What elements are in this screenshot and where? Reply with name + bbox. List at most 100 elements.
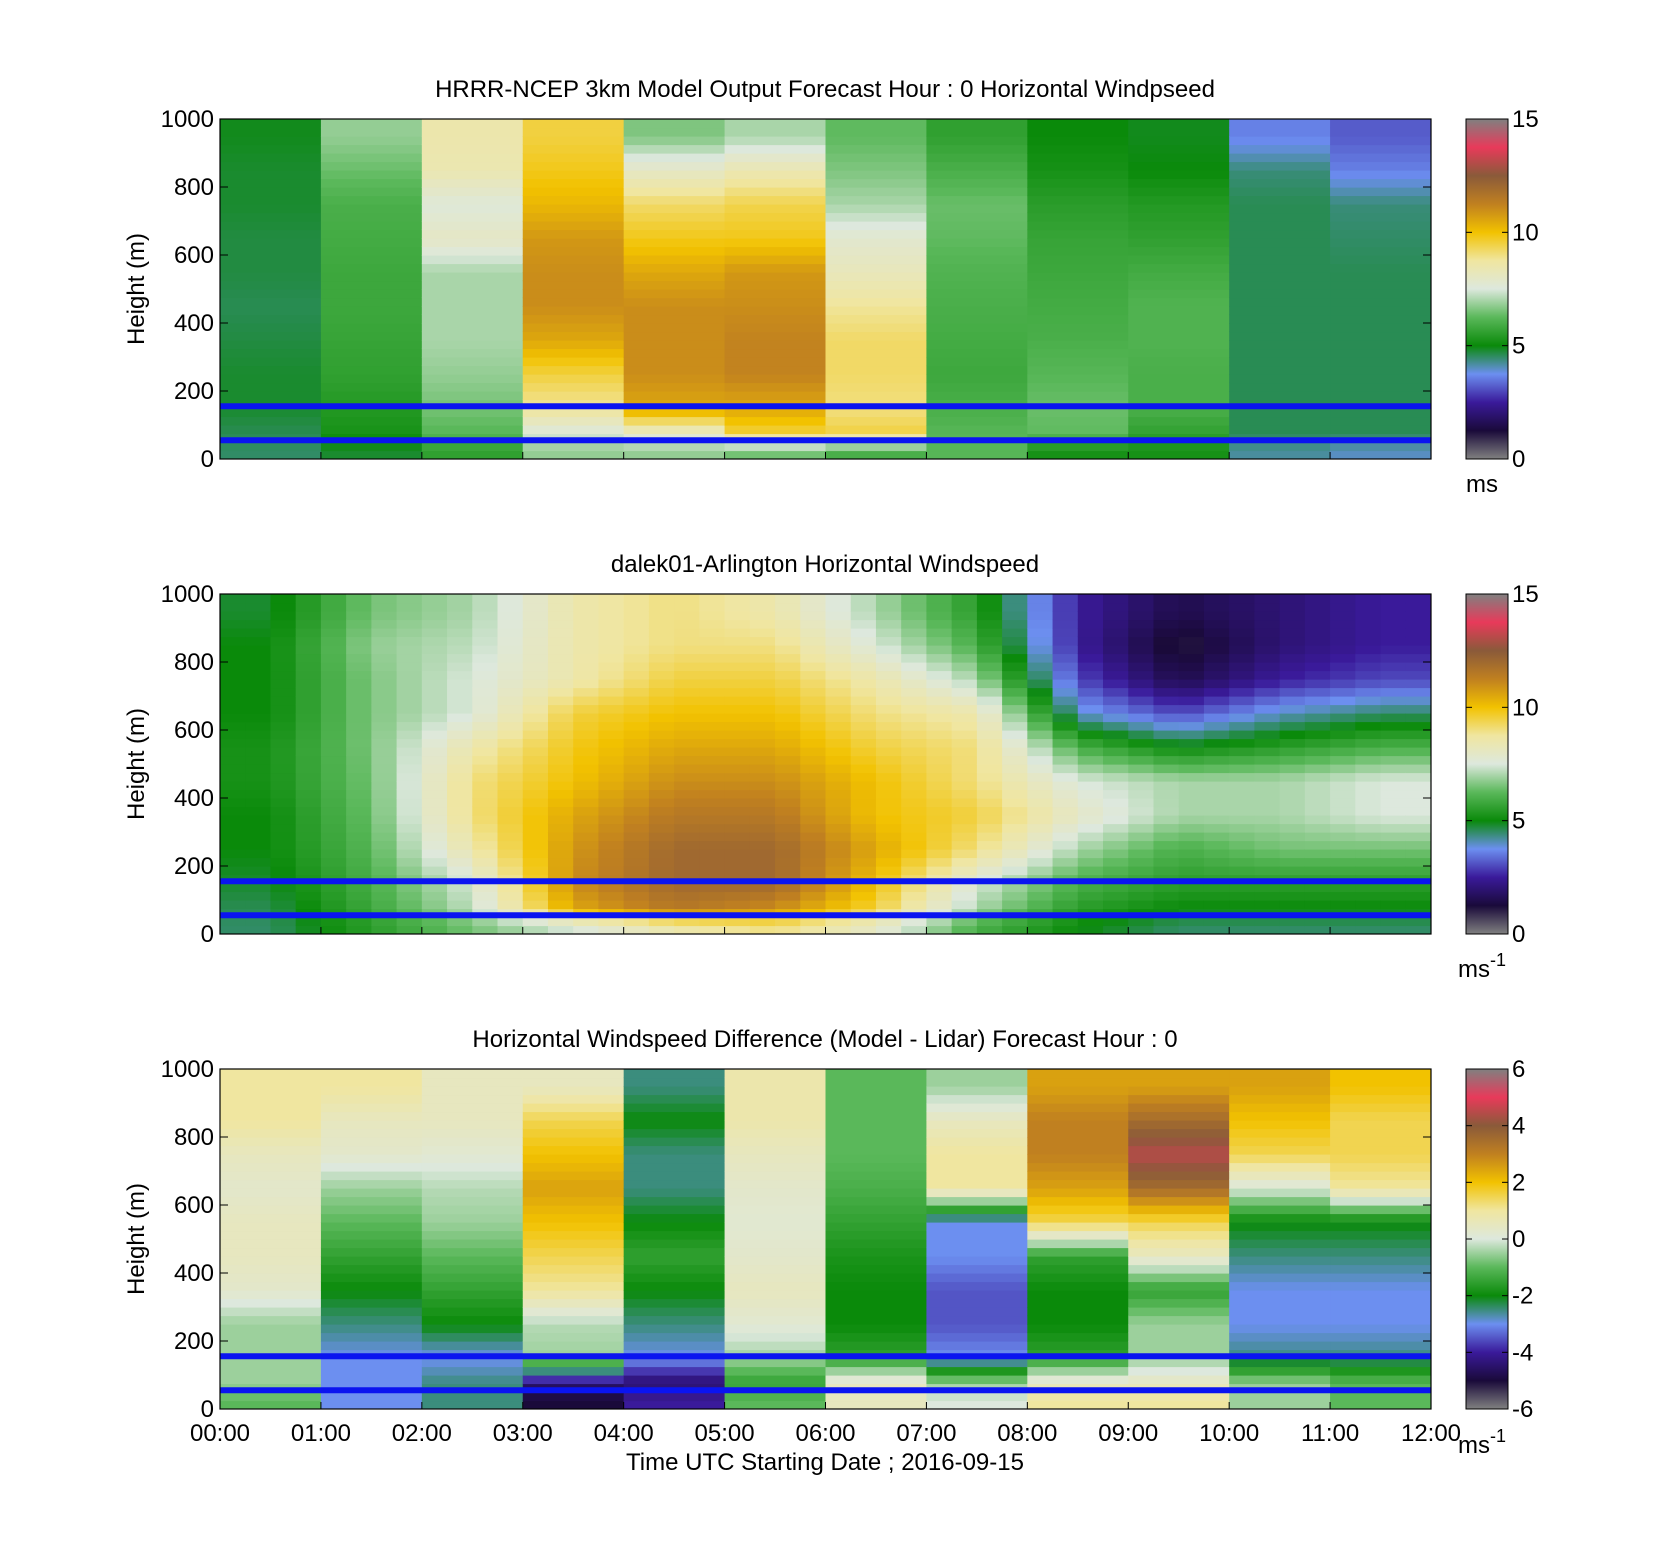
panel-difference-cell bbox=[1128, 1086, 1230, 1096]
panel-lidar-cell bbox=[522, 679, 549, 689]
panel-difference-cell bbox=[1229, 1230, 1331, 1240]
panel-model-cell bbox=[623, 238, 726, 248]
panel-lidar-cell bbox=[775, 611, 801, 621]
panel-lidar-cell bbox=[1229, 679, 1255, 689]
panel-lidar-cell bbox=[1380, 781, 1407, 791]
panel-lidar-cell bbox=[1052, 730, 1079, 740]
panel-lidar-cell bbox=[1002, 832, 1028, 842]
panel-difference-cell bbox=[522, 1273, 625, 1283]
panel-model-cell bbox=[220, 382, 322, 392]
panel-model-cell bbox=[926, 306, 1028, 316]
panel-lidar-cell bbox=[1229, 925, 1255, 934]
panel-lidar-cell bbox=[447, 781, 473, 791]
panel-lidar-cell bbox=[1203, 713, 1230, 723]
panel-difference-cell bbox=[320, 1281, 423, 1291]
panel-lidar-cell bbox=[926, 738, 953, 748]
panel-lidar-cell bbox=[623, 730, 650, 740]
panel-model-cell bbox=[724, 212, 827, 222]
panel-model-cell bbox=[724, 187, 827, 197]
panel-lidar-cell bbox=[295, 645, 322, 655]
panel-lidar-cell bbox=[421, 653, 448, 663]
panel-lidar-cell bbox=[724, 645, 751, 655]
panel-lidar-cell bbox=[522, 823, 549, 833]
panel-lidar-cell bbox=[1254, 611, 1281, 621]
panel-difference-cell bbox=[522, 1324, 625, 1334]
panel-lidar-cell bbox=[648, 670, 675, 680]
panel-difference-cell bbox=[320, 1341, 423, 1351]
panel-lidar-cell bbox=[1380, 704, 1407, 714]
panel-model-cell bbox=[1128, 144, 1230, 154]
panel-lidar-cell bbox=[1304, 798, 1331, 808]
panel-lidar-cell bbox=[1304, 917, 1331, 927]
panel-lidar-cell bbox=[674, 815, 700, 825]
panel-lidar-cell bbox=[749, 747, 776, 757]
panel-lidar-cell bbox=[1203, 806, 1230, 816]
panel-lidar-cell bbox=[1128, 866, 1155, 876]
panel-lidar-cell bbox=[623, 823, 650, 833]
panel-lidar-cell bbox=[699, 891, 726, 901]
panel-lidar-cell bbox=[497, 815, 524, 825]
panel-lidar-cell bbox=[901, 738, 928, 748]
panel-lidar-cell bbox=[295, 611, 322, 621]
panel-lidar-cell bbox=[674, 781, 700, 791]
panel-lidar-cell bbox=[1405, 857, 1431, 867]
panel-model-cell bbox=[1330, 391, 1431, 401]
panel-model-cell bbox=[724, 340, 827, 350]
panel-lidar-cell bbox=[522, 891, 549, 901]
panel-model-cell bbox=[220, 450, 322, 459]
panel-difference-cell bbox=[1229, 1281, 1331, 1291]
panel-model-cell bbox=[1027, 238, 1129, 248]
panel-model-cell bbox=[1229, 297, 1331, 307]
panel-lidar-cell bbox=[1380, 747, 1407, 757]
panel-lidar-cell bbox=[1103, 883, 1129, 893]
panel-lidar-cell bbox=[800, 628, 827, 638]
panel-model-cell bbox=[421, 442, 524, 452]
panel-lidar-cell bbox=[1103, 849, 1129, 859]
panel-difference-cell bbox=[220, 1307, 322, 1317]
panel-lidar-cell bbox=[1405, 670, 1431, 680]
panel-lidar-cell bbox=[1279, 798, 1306, 808]
panel-lidar-cell bbox=[320, 611, 347, 621]
panel-lidar-cell bbox=[800, 798, 827, 808]
panel-difference-xtick-label: 00:00 bbox=[190, 1420, 250, 1447]
panel-lidar-cell bbox=[573, 883, 600, 893]
panel-difference-cell bbox=[320, 1205, 423, 1215]
panel-lidar-cell bbox=[775, 747, 801, 757]
panel-lidar-cell bbox=[598, 772, 625, 782]
panel-model-cell bbox=[522, 238, 625, 248]
panel-lidar-cell bbox=[447, 900, 473, 910]
panel-model-cell bbox=[320, 340, 423, 350]
panel-difference-cell bbox=[1027, 1239, 1129, 1249]
panel-difference-colorbar-tick-label: 0 bbox=[1512, 1226, 1525, 1253]
panel-lidar-cell bbox=[674, 891, 700, 901]
panel-lidar-cell bbox=[724, 764, 751, 774]
panel-lidar-cell bbox=[245, 594, 272, 604]
panel-lidar-cell bbox=[1052, 628, 1079, 638]
panel-model-cell bbox=[724, 357, 827, 367]
panel-lidar-cell bbox=[1304, 764, 1331, 774]
panel-model-cell bbox=[1128, 170, 1230, 180]
panel-lidar-cell bbox=[674, 755, 700, 765]
panel-model-cell bbox=[220, 306, 322, 316]
panel-model-cell bbox=[1128, 331, 1230, 341]
panel-lidar-cell bbox=[421, 636, 448, 646]
panel-model-cell bbox=[522, 272, 625, 282]
panel-model-cell bbox=[421, 153, 524, 163]
panel-model-cell bbox=[1027, 170, 1129, 180]
panel-lidar-cell bbox=[976, 840, 1003, 850]
panel-lidar-cell bbox=[447, 747, 473, 757]
panel-model-colorbar bbox=[1465, 118, 1509, 460]
panel-lidar-cell bbox=[926, 653, 953, 663]
panel-difference-cell bbox=[724, 1281, 827, 1291]
panel-lidar-cell bbox=[497, 883, 524, 893]
panel-lidar-cell bbox=[547, 747, 574, 757]
panel-lidar-cell bbox=[245, 832, 272, 842]
panel-lidar-cell bbox=[220, 653, 246, 663]
panel-lidar-cell bbox=[926, 611, 953, 621]
panel-lidar-cell bbox=[573, 891, 600, 901]
panel-lidar-cell bbox=[1052, 823, 1079, 833]
panel-lidar-cell bbox=[245, 713, 272, 723]
panel-difference-xticks: 00:00 01:00 02:00 03:00 04:00 05:00 06:00 07:00… bbox=[190, 1402, 1461, 1447]
panel-lidar-cell bbox=[1279, 704, 1306, 714]
panel-lidar-cell bbox=[1405, 628, 1431, 638]
